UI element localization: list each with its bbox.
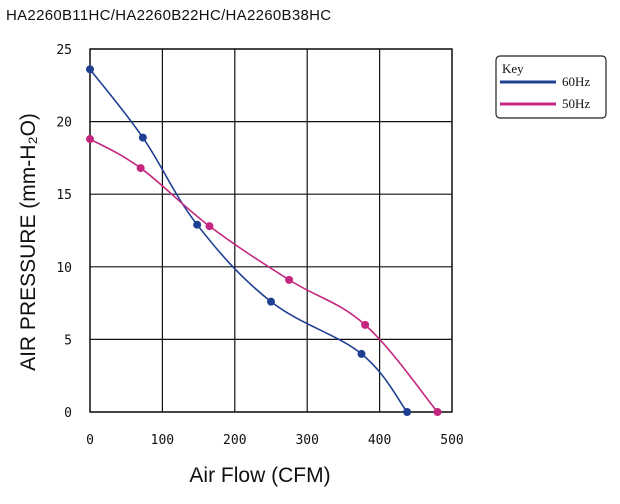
data-point-60hz-4 <box>357 349 366 358</box>
series-50hz <box>86 135 442 416</box>
series-line-60hz <box>89 68 408 413</box>
data-point-60hz-0 <box>86 65 94 74</box>
legend-title: Key <box>502 61 524 76</box>
series-group <box>86 65 442 416</box>
legend: Key 60Hz 50Hz <box>495 55 607 119</box>
legend-label-50hz: 50Hz <box>562 96 590 111</box>
y-tick-label-5: 5 <box>64 333 72 348</box>
y-tick-labels: 0 5 10 15 20 25 <box>56 43 72 421</box>
y-tick-label-25: 25 <box>56 43 72 58</box>
x-tick-label-100: 100 <box>151 433 174 448</box>
data-point-60hz-5 <box>403 408 412 416</box>
plot-area: 0 5 10 15 20 25 0 100 200 300 400 500 <box>56 43 463 448</box>
data-point-50hz-0 <box>86 135 94 144</box>
data-point-60hz-3 <box>267 297 275 306</box>
data-point-60hz-2 <box>193 220 202 229</box>
plot-frame <box>89 48 453 413</box>
x-tick-label-300: 300 <box>295 433 318 448</box>
y-tick-label-15: 15 <box>56 188 72 203</box>
x-tick-label-0: 0 <box>86 433 94 448</box>
y-tick-label-0: 0 <box>64 406 72 421</box>
x-tick-labels: 0 100 200 300 400 500 <box>86 433 464 448</box>
data-point-60hz-1 <box>138 133 147 142</box>
data-point-50hz-1 <box>136 164 145 173</box>
series-60hz <box>86 65 412 416</box>
x-tick-label-200: 200 <box>223 433 246 448</box>
y-axis-label: AIR PRESSURE (mm-H₂O) <box>17 113 40 371</box>
chart-title: HA2260B11HC/HA2260B22HC/HA2260B38HC <box>6 7 331 24</box>
data-point-50hz-4 <box>361 320 370 329</box>
series-line-50hz <box>89 138 439 413</box>
x-axis-label: Air Flow (CFM) <box>189 464 330 487</box>
grid <box>89 48 453 413</box>
x-tick-label-400: 400 <box>368 433 391 448</box>
data-point-50hz-2 <box>205 222 214 231</box>
y-tick-label-10: 10 <box>56 261 72 276</box>
axes <box>89 48 453 413</box>
data-point-50hz-3 <box>285 275 294 284</box>
y-tick-label-20: 20 <box>56 116 72 131</box>
legend-label-60hz: 60Hz <box>562 74 590 89</box>
data-point-50hz-5 <box>433 408 442 416</box>
x-tick-label-500: 500 <box>440 433 463 448</box>
